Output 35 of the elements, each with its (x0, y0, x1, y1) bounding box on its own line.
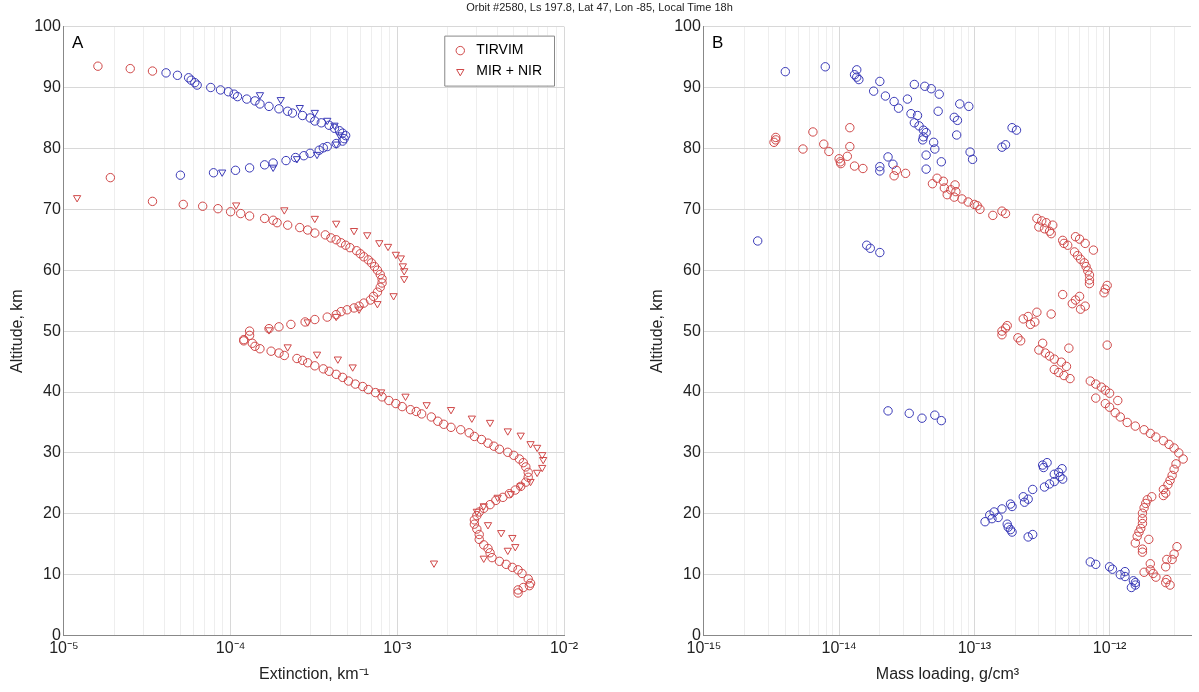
y-tick-label: 90 (683, 77, 701, 95)
y-tick-label: 60 (683, 260, 701, 278)
x-tick-label: 10⁻¹² (1092, 638, 1127, 656)
y-tick-label: 90 (43, 77, 61, 95)
y-axis-title: Altitude, km (8, 289, 26, 373)
x-tick-label: 10⁻³ (383, 638, 413, 656)
y-tick-label: 40 (683, 382, 701, 400)
y-tick-label: 10 (683, 565, 701, 583)
x-tick-label: 10⁻¹⁴ (821, 638, 857, 656)
y-tick-label: 30 (43, 443, 61, 461)
legend-label: TIRVIM (476, 41, 524, 58)
y-tick-label: 50 (683, 321, 701, 339)
y-tick-label: 30 (683, 443, 701, 461)
annotation: A (71, 32, 84, 52)
y-tick-label: 80 (43, 138, 61, 156)
x-axis-title: Extinction, km⁻¹ (258, 664, 369, 682)
y-tick-label: 10 (43, 565, 61, 583)
legend-label: MIR + NIR (476, 62, 543, 79)
y-tick-label: 100 (674, 17, 701, 35)
y-tick-label: 80 (683, 138, 701, 156)
annotation: B (711, 32, 724, 52)
y-tick-label: 40 (43, 382, 61, 400)
y-tick-label: 20 (683, 504, 701, 522)
x-tick-label: 10⁻¹³ (957, 638, 992, 656)
y-tick-label: 20 (43, 504, 61, 522)
y-tick-label: 70 (683, 199, 701, 217)
y-tick-label: 60 (43, 260, 61, 278)
y-tick-label: 70 (43, 199, 61, 217)
x-tick-label: 10⁻⁴ (215, 638, 246, 656)
text: Orbit #2580, Ls 197.8, Lat 47, Lon -85, Local Time 18h (465, 1, 734, 13)
x-tick-label: 10⁻² (549, 638, 579, 656)
y-tick-label: 100 (34, 17, 61, 35)
y-tick-label: 50 (43, 321, 61, 339)
y-axis-title: Altitude, km (648, 289, 666, 373)
x-axis-title: Mass loading, g/cm³ (875, 664, 1020, 682)
